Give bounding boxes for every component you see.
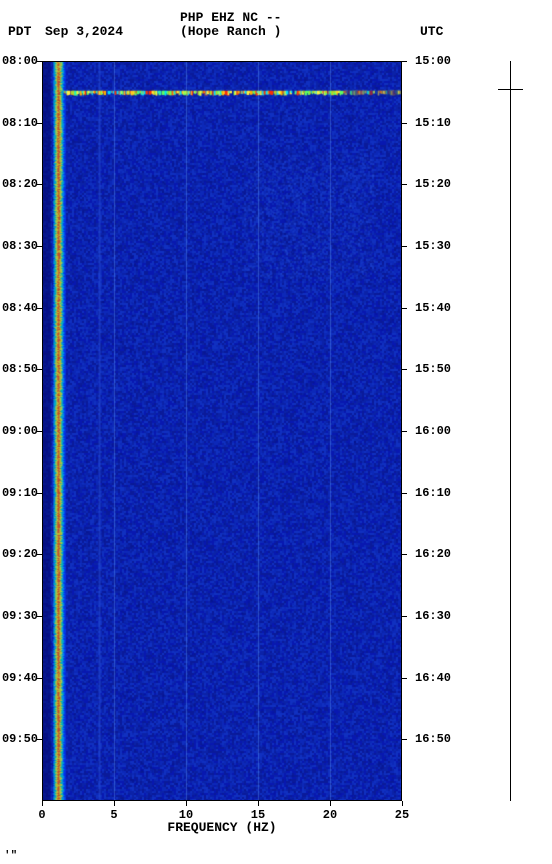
- x-tickmark: [42, 801, 43, 806]
- x-tick-label: 20: [323, 808, 337, 822]
- y-tickmark-right: [402, 431, 407, 432]
- y-tick-right: 16:30: [415, 609, 451, 623]
- y-tickmark-right: [402, 308, 407, 309]
- y-tickmark-right: [402, 616, 407, 617]
- y-tick-left: 08:00: [0, 54, 38, 68]
- y-tickmark-right: [402, 739, 407, 740]
- x-tickmark: [330, 801, 331, 806]
- location-label: (Hope Ranch ): [180, 24, 281, 39]
- x-axis-label: FREQUENCY (HZ): [42, 820, 402, 835]
- y-tick-right: 16:10: [415, 486, 451, 500]
- y-tickmark-right: [402, 184, 407, 185]
- plot-border-bottom: [42, 800, 402, 801]
- amplitude-scale-line: [510, 61, 511, 801]
- y-tick-left: 08:10: [0, 116, 38, 130]
- y-tickmark-left: [37, 554, 42, 555]
- plot-border-left: [42, 61, 43, 801]
- y-tick-right: 15:50: [415, 362, 451, 376]
- y-tickmark-right: [402, 678, 407, 679]
- y-tickmark-left: [37, 616, 42, 617]
- y-tickmark-left: [37, 123, 42, 124]
- y-tickmark-right: [402, 493, 407, 494]
- right-tz-label: UTC: [420, 24, 443, 39]
- y-tick-right: 15:40: [415, 301, 451, 315]
- y-tickmark-right: [402, 554, 407, 555]
- x-tick-label: 15: [251, 808, 265, 822]
- y-tick-right: 16:40: [415, 671, 451, 685]
- y-tickmark-left: [37, 308, 42, 309]
- y-tickmark-left: [37, 246, 42, 247]
- y-tickmark-left: [37, 493, 42, 494]
- y-tick-right: 15:10: [415, 116, 451, 130]
- y-tick-right: 15:30: [415, 239, 451, 253]
- x-tick-label: 25: [395, 808, 409, 822]
- y-tickmark-left: [37, 431, 42, 432]
- x-tickmark: [186, 801, 187, 806]
- y-tick-left: 08:40: [0, 301, 38, 315]
- plot-border-top: [42, 61, 402, 62]
- y-tick-left: 09:00: [0, 424, 38, 438]
- y-tickmark-right: [402, 61, 407, 62]
- y-tickmark-left: [37, 61, 42, 62]
- footer-mark: '": [4, 850, 17, 862]
- y-tick-left: 08:30: [0, 239, 38, 253]
- y-tickmark-right: [402, 246, 407, 247]
- date-label: Sep 3,2024: [45, 24, 123, 39]
- y-tick-left: 08:20: [0, 177, 38, 191]
- y-tickmark-left: [37, 369, 42, 370]
- y-tick-right: 15:20: [415, 177, 451, 191]
- y-tick-right: 16:50: [415, 732, 451, 746]
- x-tick-label: 0: [38, 808, 45, 822]
- y-tickmark-left: [37, 739, 42, 740]
- station-line: PHP EHZ NC --: [180, 10, 281, 25]
- y-tick-right: 16:00: [415, 424, 451, 438]
- spectrogram-plot: [42, 61, 402, 801]
- y-tick-left: 09:20: [0, 547, 38, 561]
- x-tickmark: [402, 801, 403, 806]
- y-tick-left: 09:40: [0, 671, 38, 685]
- y-tickmark-left: [37, 678, 42, 679]
- x-tick-label: 5: [110, 808, 117, 822]
- y-tick-left: 09:10: [0, 486, 38, 500]
- x-tickmark: [258, 801, 259, 806]
- x-tickmark: [114, 801, 115, 806]
- amplitude-scale-cross: [498, 89, 523, 90]
- y-tickmark-left: [37, 184, 42, 185]
- y-tickmark-right: [402, 369, 407, 370]
- y-tick-left: 09:50: [0, 732, 38, 746]
- y-tick-right: 15:00: [415, 54, 451, 68]
- left-tz-label: PDT: [8, 24, 31, 39]
- x-tick-label: 10: [179, 808, 193, 822]
- y-tick-left: 09:30: [0, 609, 38, 623]
- y-tickmark-right: [402, 123, 407, 124]
- y-tick-right: 16:20: [415, 547, 451, 561]
- y-tick-left: 08:50: [0, 362, 38, 376]
- spectrogram-canvas: [42, 61, 402, 801]
